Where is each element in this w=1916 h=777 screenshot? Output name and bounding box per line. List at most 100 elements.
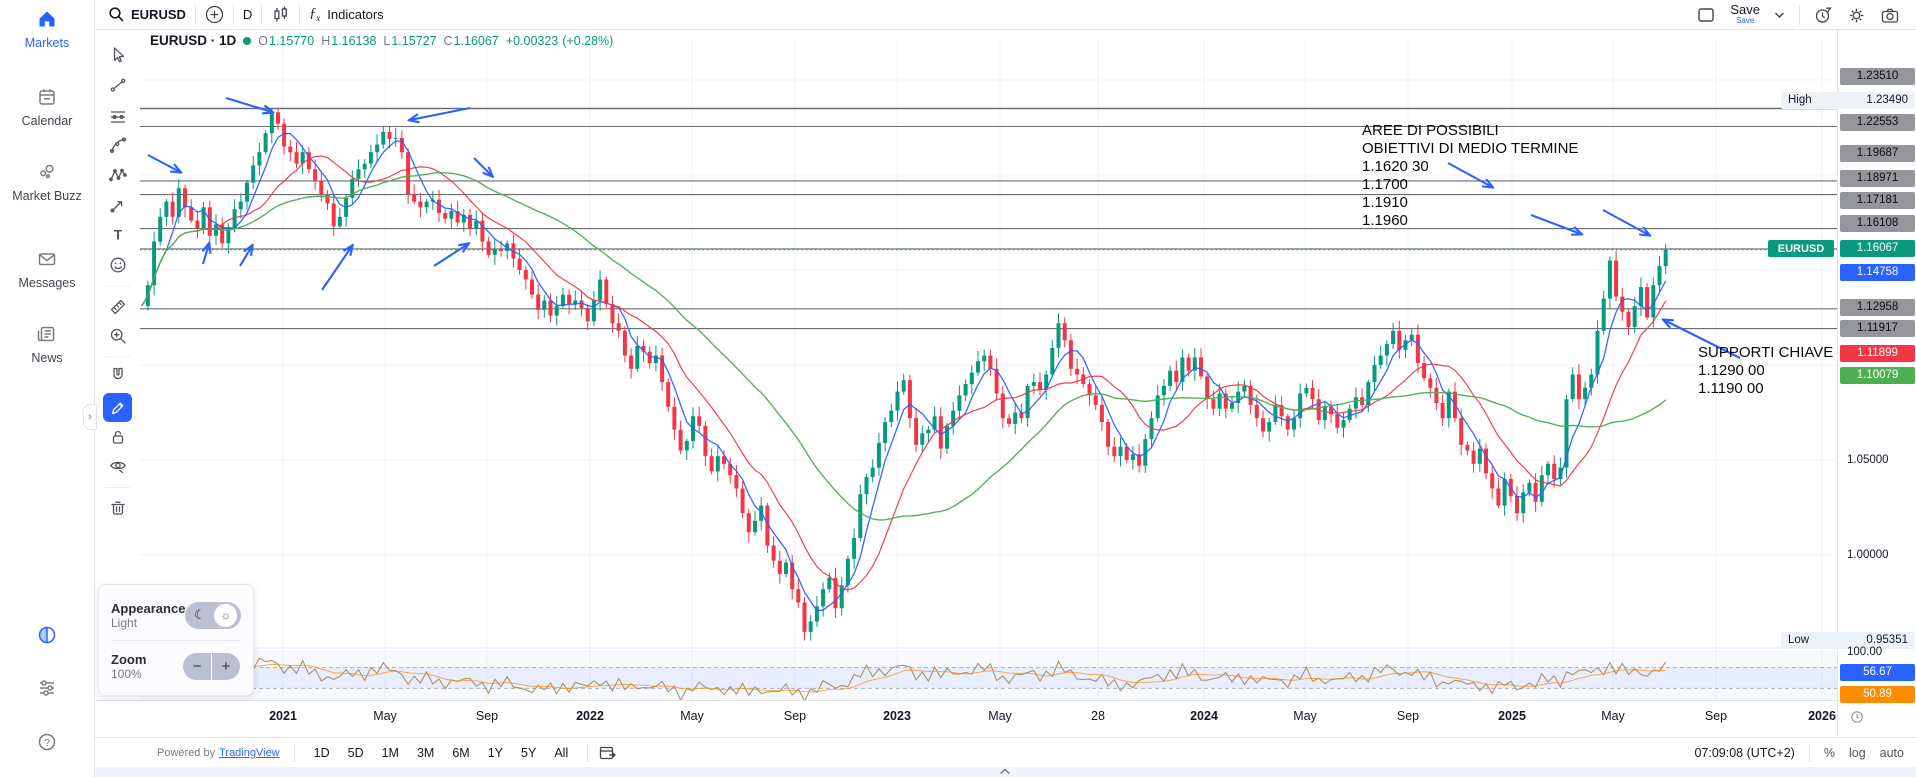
home-icon <box>0 8 94 32</box>
chart-legend[interactable]: EURUSD · 1D O 1.15770 H 1.16138 L 1.15727 C… <box>150 33 613 48</box>
zoom-in-button[interactable]: + <box>212 652 240 680</box>
price-scale[interactable]: 1.23510 High 1.23490 1.22553 1.19687 1.18971 1… <box>1781 30 1916 737</box>
time-tick: 2024 <box>1190 709 1218 723</box>
price-label: 1.16067 <box>1840 239 1915 257</box>
time-tick: Sep <box>1704 709 1728 723</box>
supports-annotation[interactable]: SUPPORTI CHIAVE 1.1290 00 1.1190 00 <box>1698 344 1833 398</box>
appearance-value: Light <box>111 615 138 630</box>
divider <box>105 356 130 357</box>
targets-annotation[interactable]: AREE DI POSSIBILI OBIETTIVI DI MEDIO TER… <box>1362 122 1578 230</box>
price-label: 100.00 <box>1847 646 1883 658</box>
low-value: 1.15727 <box>391 33 437 48</box>
toolbar-expander[interactable]: › <box>83 404 97 430</box>
emoji-tool[interactable] <box>106 253 130 277</box>
symbol-search-button[interactable]: EURUSD <box>108 6 186 23</box>
pitchfork-tool[interactable] <box>106 133 130 157</box>
auto-scale-button[interactable]: auto <box>1879 745 1904 760</box>
gear-icon[interactable] <box>1847 6 1866 25</box>
arrow-drawing <box>321 246 352 291</box>
eye-icon <box>110 461 126 474</box>
trend-line-tool[interactable] <box>106 73 130 97</box>
chart-style-button[interactable] <box>271 5 290 24</box>
fib-retracement-icon <box>110 111 126 123</box>
annotation-line: 1.1700 <box>1362 176 1408 193</box>
camera-icon[interactable] <box>1880 6 1900 25</box>
sidebar-item-news[interactable]: News <box>0 323 94 365</box>
divider <box>1808 743 1810 762</box>
symbol-name: EURUSD <box>131 7 186 22</box>
go-to-date-icon[interactable] <box>598 744 617 762</box>
divider <box>261 4 263 25</box>
cursor-tool[interactable] <box>106 43 130 67</box>
zoom-out-button[interactable]: − <box>183 652 211 680</box>
search-icon <box>108 6 125 23</box>
theme-toggle[interactable]: ☾ ☼ <box>185 601 241 629</box>
annotation-line: 1.1290 00 <box>1698 362 1765 379</box>
clock-time[interactable]: 07:09:08 (UTC+2) <box>1694 745 1795 760</box>
compare-add-button[interactable] <box>205 5 224 24</box>
save-button[interactable]: Save Save <box>1730 3 1760 26</box>
price-label: 1.17181 <box>1840 191 1915 209</box>
time-axis[interactable]: 2021 May Sep 2022 May Sep 2023 May 28 2024 May Sep 2… <box>95 700 1916 737</box>
ruler-icon <box>110 299 126 315</box>
sidebar-item-messages[interactable]: Messages <box>0 248 94 290</box>
range-button-5y[interactable]: 5Y <box>521 745 537 760</box>
lock-tool[interactable] <box>106 425 130 449</box>
price-label: 1.12958 <box>1840 298 1915 316</box>
divider <box>232 4 234 25</box>
price-label: 1.23510 <box>1840 67 1915 85</box>
percent-scale-button[interactable]: % <box>1823 745 1835 760</box>
theme-half-circle-icon[interactable] <box>36 624 58 646</box>
text-tool[interactable]: T <box>106 223 130 247</box>
level-lines[interactable] <box>140 107 1837 330</box>
interval-button[interactable]: D <box>242 7 253 22</box>
fib-retracement-tool[interactable] <box>106 105 130 129</box>
magnet-tool[interactable] <box>106 363 130 387</box>
timezone-clock-icon[interactable] <box>1850 710 1864 724</box>
brush-tool[interactable] <box>103 393 132 422</box>
top-toolbar: EURUSD D ƒx Indicators Save Save <box>95 0 1916 30</box>
range-button-all[interactable]: All <box>554 745 569 760</box>
price-label: 1.00000 <box>1847 549 1889 561</box>
settings-sliders-icon[interactable] <box>36 677 58 699</box>
time-tick: May <box>988 709 1012 723</box>
log-scale-button[interactable]: log <box>1848 745 1866 760</box>
ruler-tool[interactable] <box>106 295 130 319</box>
symbol-price-tag: EURUSD <box>1768 240 1834 257</box>
range-button-6m[interactable]: 6M <box>452 745 470 760</box>
annotation-line: 1.1910 <box>1362 194 1408 211</box>
range-button-3m[interactable]: 3M <box>416 745 435 760</box>
sidebar-item-markets[interactable]: Markets <box>0 8 94 50</box>
price-label: 1.10079 <box>1840 366 1915 384</box>
range-button-1m[interactable]: 1M <box>381 745 399 760</box>
tradingview-link[interactable]: TradingView <box>219 746 280 759</box>
sidebar-item-market-buzz[interactable]: Market Buzz <box>0 161 94 203</box>
zoom-in-tool[interactable] <box>106 324 130 348</box>
market-status-dot <box>243 36 252 45</box>
high-price-label: High 1.23490 <box>1781 91 1915 109</box>
xabcd-pattern-tool[interactable] <box>106 163 130 187</box>
range-button-1y[interactable]: 1Y <box>487 745 504 760</box>
candles-icon <box>271 5 290 24</box>
range-button-1d[interactable]: 1D <box>313 745 330 760</box>
layout-icon[interactable] <box>1696 5 1716 25</box>
range-button-5d[interactable]: 5D <box>347 745 364 760</box>
price-label: 1.14758 <box>1840 263 1915 281</box>
emoji-icon <box>110 257 126 273</box>
forecast-icon <box>110 201 123 213</box>
eye-tool[interactable] <box>106 454 130 478</box>
indicators-button[interactable]: ƒx Indicators <box>309 6 383 23</box>
price-label: 1.19687 <box>1840 144 1915 162</box>
price-label: 1.11917 <box>1840 319 1915 337</box>
alert-clock-icon[interactable] <box>1814 6 1833 25</box>
cursor-icon <box>113 47 125 63</box>
collapse-panel-chevron[interactable] <box>992 765 1018 777</box>
chevron-down-icon[interactable] <box>1774 11 1785 19</box>
save-sub-label: Save <box>1736 16 1755 25</box>
trash-tool[interactable] <box>106 495 130 519</box>
forecast-tool[interactable] <box>106 193 130 217</box>
sidebar-item-label: News <box>31 351 63 365</box>
help-icon[interactable]: ? <box>36 731 58 753</box>
sidebar-item-calendar[interactable]: Calendar <box>0 86 94 128</box>
